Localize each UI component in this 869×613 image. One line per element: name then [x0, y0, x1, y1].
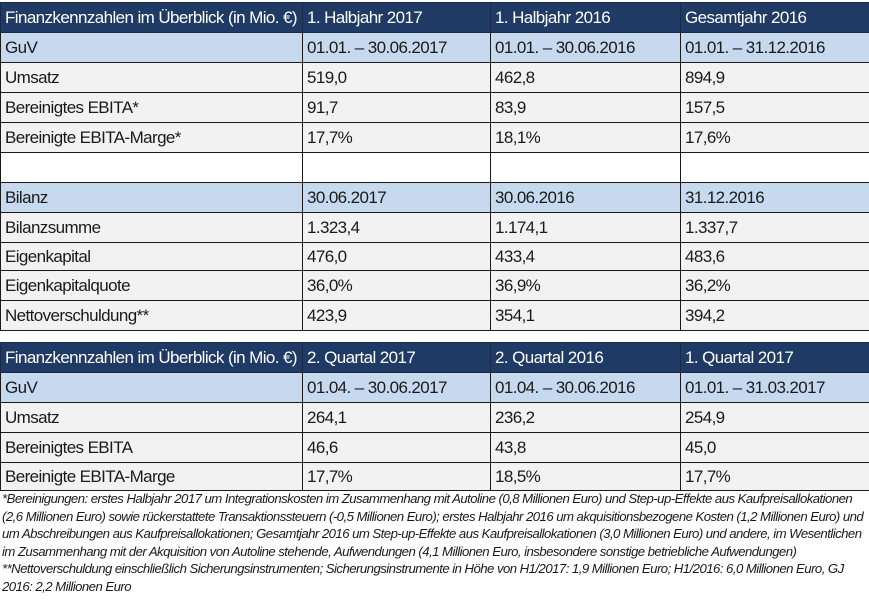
cell-value: 30.06.2017 [302, 182, 491, 213]
cell-value: 30.06.2016 [490, 182, 681, 213]
cell-value: 236,2 [490, 402, 681, 433]
cell-value: 43,8 [490, 432, 681, 463]
cell-value: 476,0 [302, 242, 491, 271]
row-label: Bereinigtes EBITA [0, 432, 303, 463]
row-label: Bilanz [0, 182, 303, 213]
cell-value: 17,7% [302, 462, 491, 491]
cell-value: 1.323,4 [302, 212, 491, 243]
cell-value [302, 152, 491, 183]
cell-value: 01.04. – 30.06.2016 [490, 372, 681, 403]
column-header: Finanzkennzahlen im Überblick (in Mio. €… [0, 342, 303, 373]
footnote-adjustments: *Bereinigungen: erstes Halbjahr 2017 um … [2, 491, 864, 559]
table-row: GuV 01.04. – 30.06.2017 01.04. – 30.06.201… [0, 372, 869, 403]
cell-value: 46,6 [302, 432, 491, 463]
cell-value: 91,7 [302, 92, 491, 123]
row-label: Bilanzsumme [0, 212, 303, 243]
table-row: GuV 01.01. – 30.06.2017 01.01. – 30.06.201… [0, 32, 869, 63]
table-row: Umsatz 519,0 462,8 894,9 [0, 62, 869, 93]
cell-value: 264,1 [302, 402, 491, 433]
header-row: Finanzkennzahlen im Überblick (in Mio. €… [0, 342, 869, 373]
cell-value: 01.01. – 30.06.2016 [490, 32, 681, 63]
cell-value: 01.04. – 30.06.2017 [302, 372, 491, 403]
row-label: Umsatz [0, 62, 303, 93]
cell-value: 17,7% [302, 122, 491, 153]
column-header: Gesamtjahr 2016 [680, 2, 869, 33]
row-label: Bereinigte EBITA-Marge* [0, 122, 303, 153]
row-label: Eigenkapitalquote [0, 270, 303, 301]
financial-table-half-year: Finanzkennzahlen im Überblick (in Mio. €… [0, 2, 869, 331]
cell-value: 254,9 [680, 402, 869, 433]
table-row: Bilanz 30.06.2017 30.06.2016 31.12.2016 [0, 182, 869, 213]
cell-value: 1.174,1 [490, 212, 681, 243]
cell-value: 01.01. – 31.12.2016 [680, 32, 869, 63]
column-header: 2. Quartal 2017 [302, 342, 491, 373]
table-row [0, 152, 869, 183]
column-header: 1. Quartal 2017 [680, 342, 869, 373]
cell-value: 83,9 [490, 92, 681, 123]
cell-value: 18,1% [490, 122, 681, 153]
column-header: 1. Halbjahr 2017 [302, 2, 491, 33]
table-row: Nettoverschuldung** 423,9 354,1 394,2 [0, 300, 869, 331]
cell-value: 18,5% [490, 462, 681, 491]
footnotes: *Bereinigungen: erstes Halbjahr 2017 um … [2, 490, 868, 595]
row-label: GuV [0, 32, 303, 63]
table-row: Eigenkapital 476,0 433,4 483,6 [0, 242, 869, 271]
table-row: Eigenkapitalquote 36,0% 36,9% 36,2% [0, 270, 869, 301]
cell-value: 45,0 [680, 432, 869, 463]
cell-value: 157,5 [680, 92, 869, 123]
row-label: Bereinigte EBITA-Marge [0, 462, 303, 491]
cell-value: 31.12.2016 [680, 182, 869, 213]
table-row: Bereinigte EBITA-Marge* 17,7% 18,1% 17,6% [0, 122, 869, 153]
cell-value: 483,6 [680, 242, 869, 271]
cell-value: 36,9% [490, 270, 681, 301]
cell-value: 17,6% [680, 122, 869, 153]
cell-value: 894,9 [680, 62, 869, 93]
row-label: Eigenkapital [0, 242, 303, 271]
column-header: Finanzkennzahlen im Überblick (in Mio. €… [0, 2, 303, 33]
row-label: Umsatz [0, 402, 303, 433]
cell-value: 354,1 [490, 300, 681, 331]
cell-value: 36,0% [302, 270, 491, 301]
cell-value: 462,8 [490, 62, 681, 93]
table-row: Umsatz 264,1 236,2 254,9 [0, 402, 869, 433]
cell-value: 17,7% [680, 462, 869, 491]
column-header: 1. Halbjahr 2016 [490, 2, 681, 33]
cell-value: 394,2 [680, 300, 869, 331]
cell-value: 1.337,7 [680, 212, 869, 243]
row-label: Bereinigtes EBITA* [0, 92, 303, 123]
table-row: Bereinigtes EBITA 46,6 43,8 45,0 [0, 432, 869, 463]
row-label: GuV [0, 372, 303, 403]
row-label: Nettoverschuldung** [0, 300, 303, 331]
cell-value: 36,2% [680, 270, 869, 301]
footnote-net-debt: **Nettoverschuldung einschließlich Siche… [2, 561, 844, 594]
column-header: 2. Quartal 2016 [490, 342, 681, 373]
row-label [0, 152, 303, 183]
cell-value [680, 152, 869, 183]
financial-table-quarter: Finanzkennzahlen im Überblick (in Mio. €… [0, 342, 869, 491]
cell-value [490, 152, 681, 183]
cell-value: 01.01. – 31.03.2017 [680, 372, 869, 403]
table-row: Bereinigtes EBITA* 91,7 83,9 157,5 [0, 92, 869, 123]
cell-value: 423,9 [302, 300, 491, 331]
table-row: Bilanzsumme 1.323,4 1.174,1 1.337,7 [0, 212, 869, 243]
cell-value: 01.01. – 30.06.2017 [302, 32, 491, 63]
cell-value: 433,4 [490, 242, 681, 271]
cell-value: 519,0 [302, 62, 491, 93]
header-row: Finanzkennzahlen im Überblick (in Mio. €… [0, 2, 869, 33]
table-row: Bereinigte EBITA-Marge 17,7% 18,5% 17,7% [0, 462, 869, 491]
